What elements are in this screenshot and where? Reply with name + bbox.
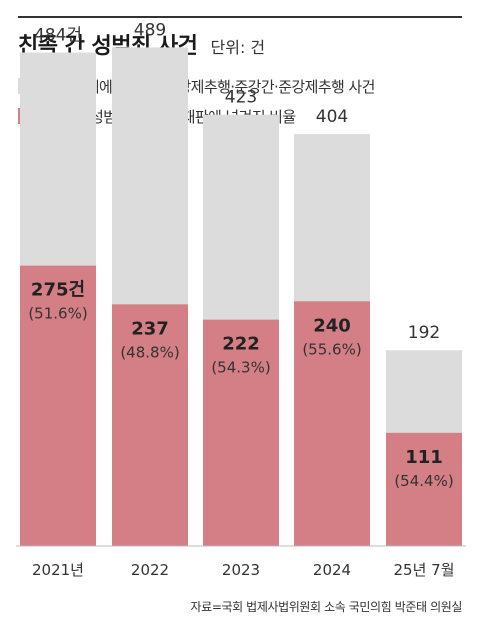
category-label-0: 2021년	[32, 561, 84, 579]
trial-label-0: 275건	[31, 280, 85, 301]
total-label-1: 489	[134, 20, 166, 40]
trial-ratio-3: (55.6%)	[302, 340, 361, 358]
trial-ratio-1: (48.8%)	[120, 343, 179, 361]
trial-label-4: 111	[405, 447, 443, 468]
category-label-2: 2023	[222, 561, 260, 579]
total-label-3: 404	[316, 107, 348, 127]
bar-trial-0	[20, 265, 96, 546]
bar-trial-2	[203, 319, 279, 546]
trial-label-3: 240	[313, 315, 351, 336]
bar-trial-4	[386, 432, 462, 546]
category-label-1: 2022	[131, 561, 169, 579]
trial-label-2: 222	[222, 334, 260, 355]
bar-trial-1	[112, 304, 188, 546]
category-label-4: 25년 7월	[394, 561, 455, 579]
trial-ratio-0: (51.6%)	[28, 305, 87, 323]
bar-trial-3	[294, 301, 370, 546]
trial-ratio-4: (54.4%)	[394, 472, 453, 490]
category-label-3: 2024	[313, 561, 351, 579]
trial-label-1: 237	[131, 318, 169, 339]
total-label-0: 484건	[34, 26, 82, 46]
trial-ratio-2: (54.3%)	[211, 359, 270, 377]
source-note: 자료=국회 법제사법위원회 소속 국민의힘 박준태 의원실	[190, 600, 463, 614]
total-label-2: 423	[225, 88, 257, 108]
total-label-4: 192	[408, 323, 440, 343]
unit-label: 단위: 건	[210, 38, 266, 57]
top-rule	[18, 16, 462, 18]
